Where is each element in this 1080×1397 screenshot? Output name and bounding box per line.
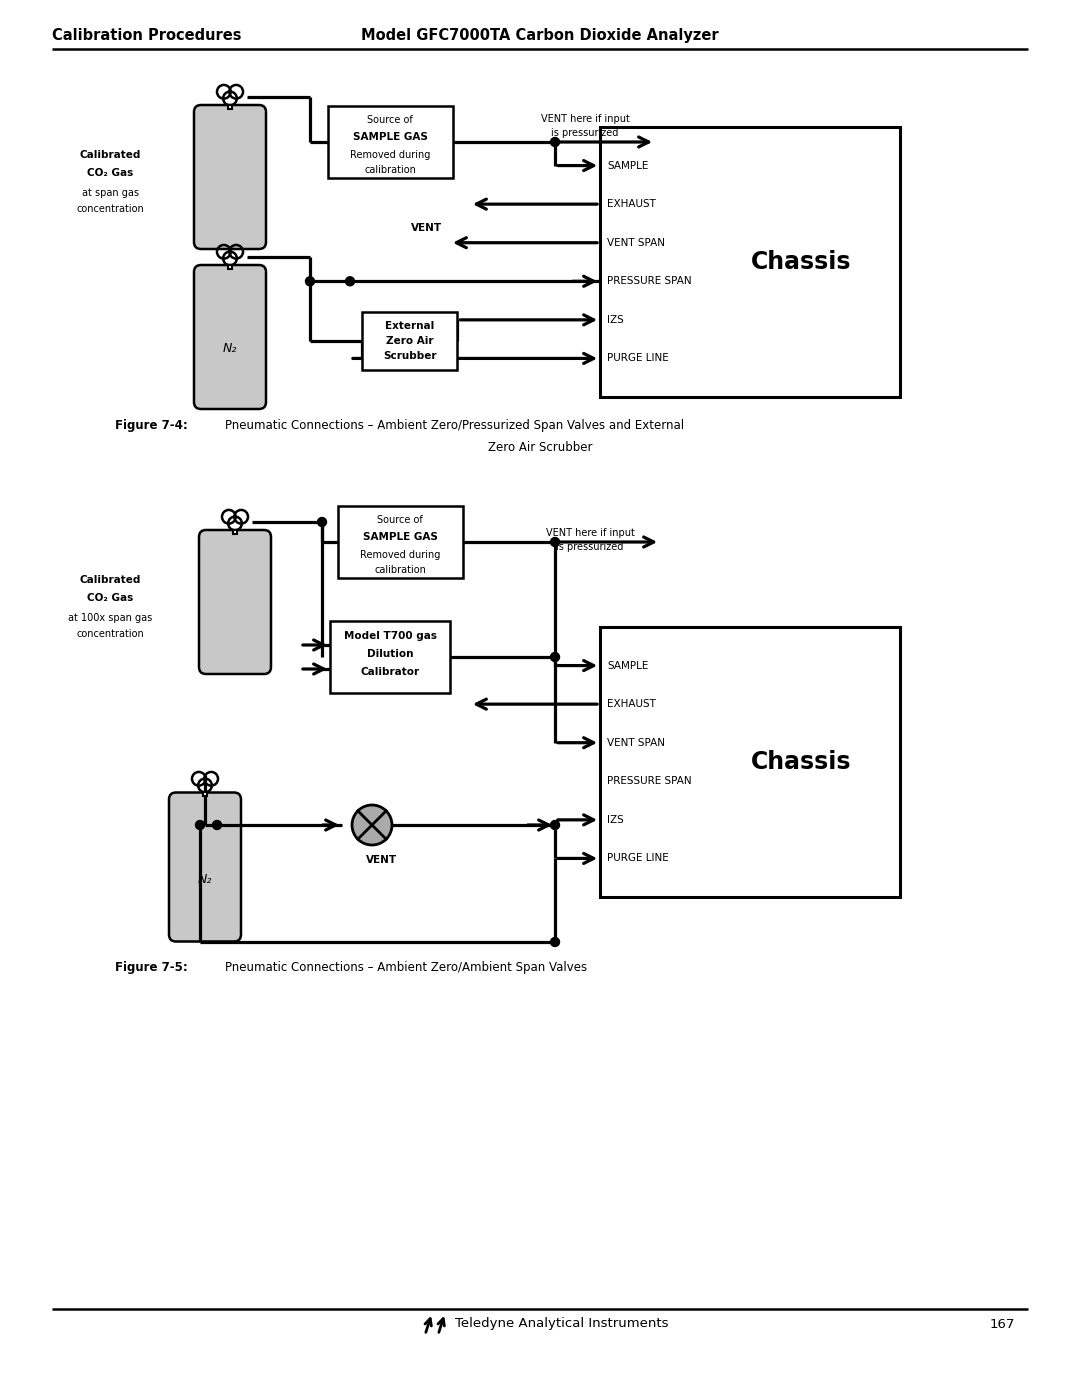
Text: Removed during: Removed during	[360, 550, 441, 560]
Text: Pneumatic Connections – Ambient Zero/Pressurized Span Valves and External: Pneumatic Connections – Ambient Zero/Pre…	[225, 419, 684, 432]
FancyBboxPatch shape	[194, 105, 266, 249]
Bar	[363, 313, 458, 370]
Polygon shape	[352, 805, 392, 826]
Text: N₂: N₂	[198, 873, 212, 886]
Text: SAMPLE: SAMPLE	[607, 161, 648, 170]
Bar	[228, 105, 232, 109]
FancyBboxPatch shape	[194, 265, 266, 409]
Bar	[327, 106, 453, 177]
Bar	[600, 627, 900, 897]
Text: PRESSURE SPAN: PRESSURE SPAN	[607, 777, 691, 787]
Text: Chassis: Chassis	[751, 750, 851, 774]
Text: Calibrator: Calibrator	[361, 666, 419, 678]
Text: concentration: concentration	[76, 629, 144, 638]
Text: is pressurized: is pressurized	[551, 129, 619, 138]
Text: calibration: calibration	[374, 564, 426, 576]
Text: External: External	[386, 321, 434, 331]
Text: Zero Air Scrubber: Zero Air Scrubber	[488, 440, 592, 454]
Circle shape	[551, 137, 559, 147]
Text: Model GFC7000TA Carbon Dioxide Analyzer: Model GFC7000TA Carbon Dioxide Analyzer	[361, 28, 719, 42]
Circle shape	[213, 820, 221, 830]
Circle shape	[346, 277, 354, 286]
Text: concentration: concentration	[76, 204, 144, 214]
Text: VENT here if input: VENT here if input	[545, 528, 634, 538]
Text: VENT SPAN: VENT SPAN	[607, 738, 665, 747]
Text: Teledyne Analytical Instruments: Teledyne Analytical Instruments	[455, 1317, 669, 1330]
Bar	[228, 265, 232, 270]
Text: VENT: VENT	[410, 222, 442, 233]
Text: Source of: Source of	[377, 515, 423, 525]
Text: Figure 7-5:: Figure 7-5:	[114, 961, 188, 974]
Text: Figure 7-4:: Figure 7-4:	[114, 419, 188, 432]
Text: PURGE LINE: PURGE LINE	[607, 353, 669, 363]
Bar	[337, 506, 462, 578]
Circle shape	[551, 652, 559, 662]
Text: VENT here if input: VENT here if input	[541, 115, 630, 124]
Text: IZS: IZS	[607, 314, 624, 326]
Bar	[330, 622, 450, 693]
Polygon shape	[352, 826, 392, 845]
Text: EXHAUST: EXHAUST	[607, 698, 656, 710]
Text: PURGE LINE: PURGE LINE	[607, 854, 669, 863]
Circle shape	[551, 937, 559, 947]
Text: Calibrated: Calibrated	[79, 576, 140, 585]
Text: Calibrated: Calibrated	[79, 149, 140, 161]
Text: SAMPLE GAS: SAMPLE GAS	[352, 131, 428, 142]
Circle shape	[318, 517, 326, 527]
Text: Dilution: Dilution	[367, 650, 414, 659]
Text: Calibration Procedures: Calibration Procedures	[52, 28, 242, 42]
Text: PRESSURE SPAN: PRESSURE SPAN	[607, 277, 691, 286]
Bar	[600, 127, 900, 397]
Text: calibration: calibration	[364, 165, 416, 175]
Text: VENT SPAN: VENT SPAN	[607, 237, 665, 247]
Text: Removed during: Removed during	[350, 149, 430, 161]
Text: Chassis: Chassis	[751, 250, 851, 274]
Text: Zero Air: Zero Air	[387, 337, 434, 346]
Text: Source of: Source of	[367, 115, 413, 124]
Text: EXHAUST: EXHAUST	[607, 200, 656, 210]
Text: CO₂ Gas: CO₂ Gas	[86, 592, 133, 604]
Text: VENT: VENT	[366, 855, 397, 865]
Circle shape	[551, 820, 559, 830]
Circle shape	[195, 820, 204, 830]
Text: N₂: N₂	[222, 342, 238, 355]
Text: IZS: IZS	[607, 814, 624, 824]
Bar	[232, 531, 238, 534]
Text: Pneumatic Connections – Ambient Zero/Ambient Span Valves: Pneumatic Connections – Ambient Zero/Amb…	[225, 961, 588, 974]
Text: 167: 167	[990, 1317, 1015, 1330]
FancyBboxPatch shape	[199, 529, 271, 673]
Text: is pressurized: is pressurized	[556, 542, 623, 552]
Text: SAMPLE: SAMPLE	[607, 661, 648, 671]
Text: SAMPLE GAS: SAMPLE GAS	[363, 532, 437, 542]
FancyBboxPatch shape	[168, 792, 241, 942]
Circle shape	[306, 277, 314, 286]
Text: Scrubber: Scrubber	[383, 351, 436, 362]
Text: at span gas: at span gas	[81, 189, 138, 198]
Text: Model T700 gas: Model T700 gas	[343, 631, 436, 641]
Circle shape	[551, 538, 559, 546]
Text: CO₂ Gas: CO₂ Gas	[86, 168, 133, 177]
Bar	[203, 792, 207, 796]
Text: at 100x span gas: at 100x span gas	[68, 613, 152, 623]
